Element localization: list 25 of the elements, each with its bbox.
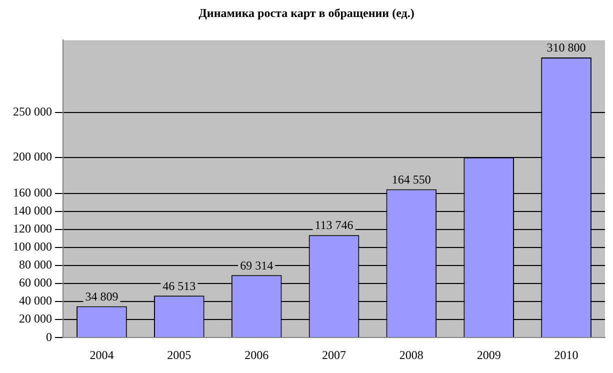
y-tick-label: 250 000: [13, 104, 52, 118]
y-tick-label: 20 000: [19, 312, 52, 326]
y-tick-label: 120 000: [13, 222, 52, 236]
x-tick-label: 2005: [167, 348, 192, 362]
x-tick-label: 2007: [322, 348, 346, 362]
chart-title: Динамика роста карт в обращении (ед.): [198, 6, 416, 21]
x-tick-label: 2010: [554, 348, 578, 362]
data-label: 113 746: [314, 218, 354, 232]
data-label: 164 550: [392, 172, 431, 186]
y-tick-label: 160 000: [13, 186, 52, 200]
y-tick-label: 40 000: [19, 294, 52, 308]
data-label: 34 809: [85, 289, 118, 304]
y-tick-label: 60 000: [19, 276, 52, 290]
y-tick-label: 200 000: [13, 150, 52, 164]
data-label: 46 513: [162, 278, 196, 293]
data-label: 69 314: [240, 258, 274, 272]
y-tick-label: 140 000: [13, 204, 52, 218]
x-tick-label: 2009: [476, 348, 501, 362]
data-label: 310 800: [546, 40, 586, 55]
x-tick-label: 2004: [90, 348, 114, 362]
y-tick-label: 100 000: [13, 240, 52, 254]
y-tick-label: 80 000: [19, 258, 52, 272]
x-tick-label: 2008: [399, 348, 424, 362]
y-tick-label: 0: [46, 330, 52, 344]
x-tick-label: 2006: [244, 348, 269, 362]
